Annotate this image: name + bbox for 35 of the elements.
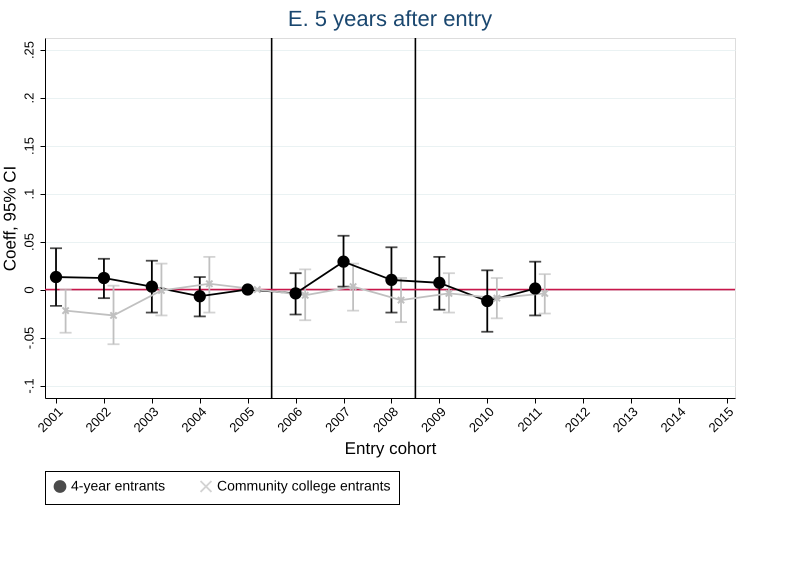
x-axis-title: Entry cohort xyxy=(344,439,437,458)
y-tick-label: .25 xyxy=(22,40,36,60)
point xyxy=(157,286,166,295)
point xyxy=(396,296,406,304)
y-tick-label: -.05 xyxy=(22,326,36,350)
y-tick-label: 0 xyxy=(22,286,36,294)
y-tick-label: -.1 xyxy=(22,378,36,394)
point xyxy=(109,311,118,320)
legend-label: 4-year entrants xyxy=(71,477,166,494)
point xyxy=(385,274,398,286)
point xyxy=(289,287,302,300)
point xyxy=(433,276,446,289)
point xyxy=(205,280,214,288)
point xyxy=(348,282,358,291)
y-tick-label: .05 xyxy=(22,232,36,252)
point xyxy=(540,289,549,298)
point xyxy=(146,280,158,293)
point xyxy=(194,290,206,302)
chart-title: E. 5 years after entry xyxy=(288,6,492,32)
y-tick-label: .1 xyxy=(22,188,36,200)
point xyxy=(242,283,254,296)
point xyxy=(492,294,502,302)
point xyxy=(50,270,62,284)
point xyxy=(253,285,262,294)
point xyxy=(444,289,454,298)
point xyxy=(98,272,110,284)
legend-label: Community college entrants xyxy=(217,477,391,494)
y-tick-label: .2 xyxy=(22,92,36,104)
point xyxy=(61,306,70,315)
point xyxy=(337,256,350,268)
point xyxy=(301,291,310,300)
y-tick-label: .15 xyxy=(22,136,36,156)
point xyxy=(481,294,494,308)
y-axis-title: Coeff, 95% CI xyxy=(0,166,20,272)
point xyxy=(529,282,542,295)
